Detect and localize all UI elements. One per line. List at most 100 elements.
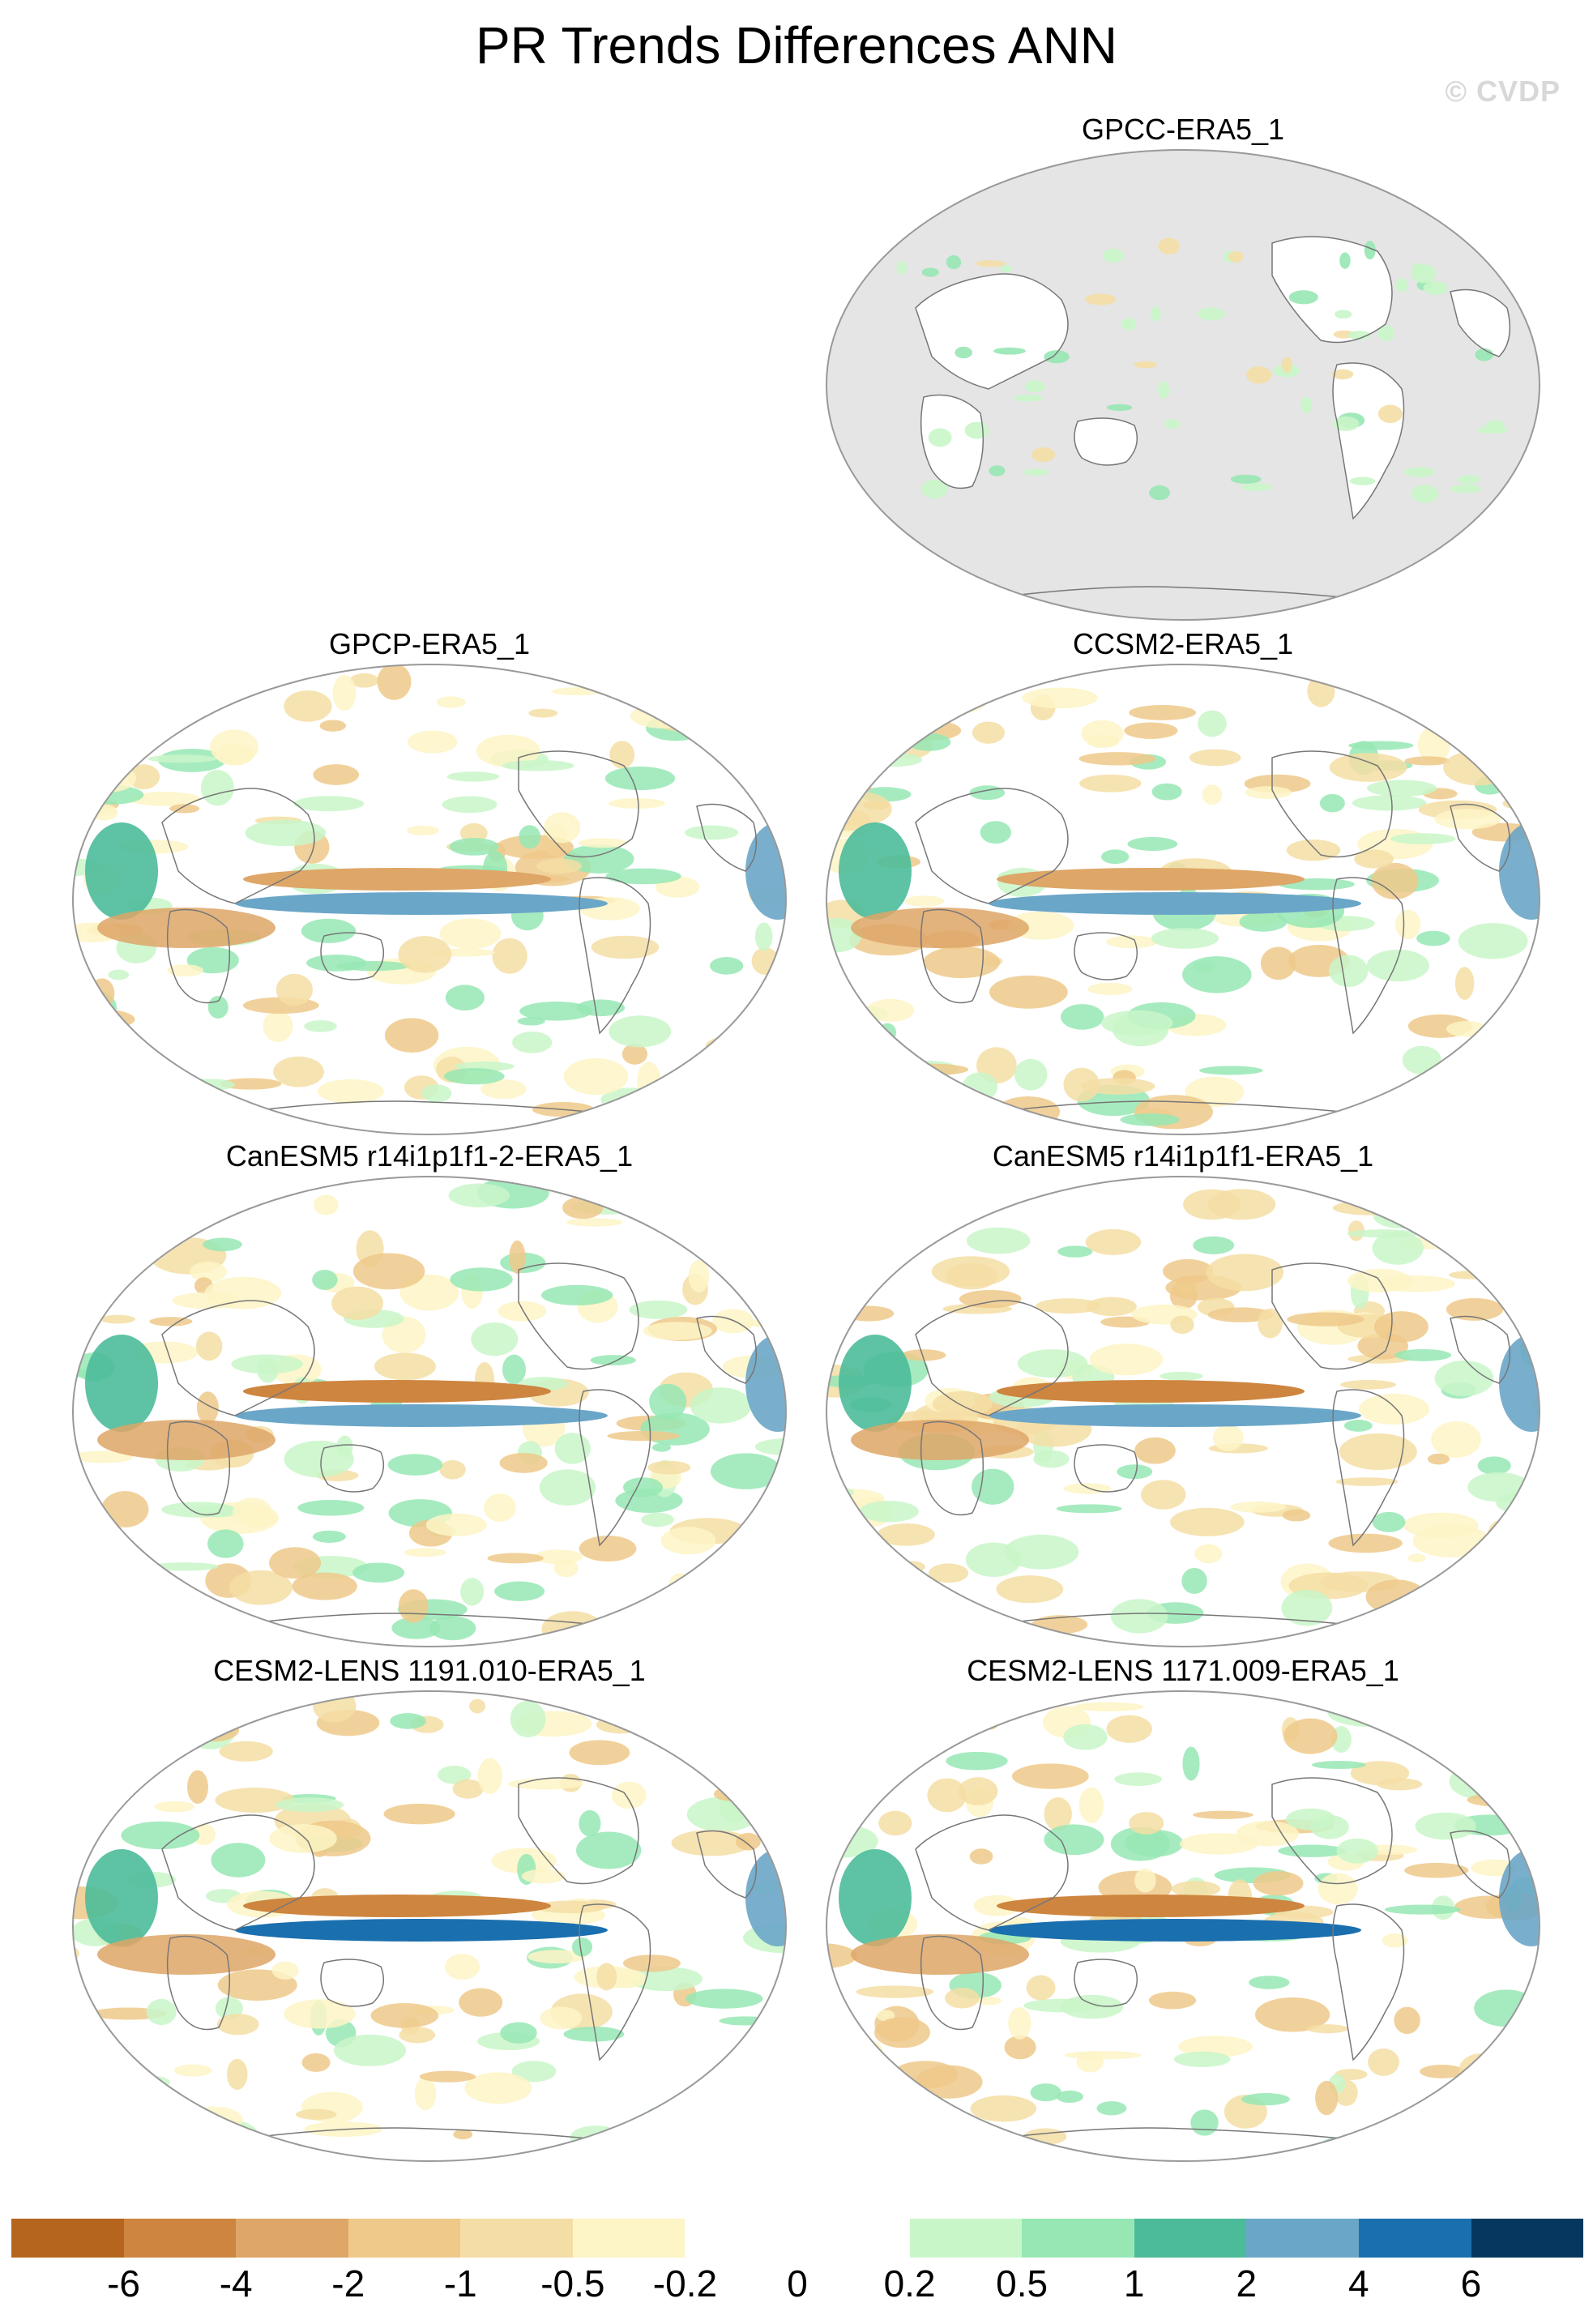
- south-indian-dry: [851, 1420, 1029, 1460]
- precip-blob: [1366, 949, 1429, 982]
- precip-blob: [716, 1726, 753, 1752]
- coastline: [166, 1420, 231, 1516]
- precip-blob: [1236, 1821, 1299, 1847]
- precip-blob: [988, 1199, 1013, 1210]
- robinson-map: [826, 1690, 1540, 2162]
- precip-blob: [958, 1777, 998, 1805]
- precip-blob: [502, 759, 574, 771]
- precip-blob: [1349, 476, 1376, 485]
- precip-blob: [1332, 416, 1360, 431]
- indian-ocean-wet: [839, 1849, 912, 1946]
- coastline: [1074, 417, 1138, 466]
- precip-blob: [719, 2016, 771, 2026]
- precip-blob: [1004, 2035, 1036, 2060]
- precip-blob: [216, 2014, 259, 2036]
- precip-blob: [1458, 475, 1480, 485]
- precip-blob: [668, 1573, 692, 1604]
- precip-blob: [668, 1740, 686, 1749]
- precip-blob: [1377, 404, 1403, 424]
- precip-blob: [1183, 1189, 1241, 1220]
- atlantic-wet: [1499, 1335, 1540, 1432]
- precip-blob: [1412, 1524, 1491, 1557]
- precip-blob: [1260, 946, 1296, 980]
- precip-blob: [1057, 1245, 1093, 1258]
- colorbar-tick-label: 2: [1236, 2262, 1258, 2305]
- map-panel-cesm2-1191: CESM2-LENS 1191.010-ERA5_1: [57, 1653, 802, 2172]
- precip-blob: [751, 708, 786, 742]
- precip-blob: [1063, 1067, 1100, 1102]
- coastline: [1074, 1959, 1138, 2007]
- precip-blob: [1072, 1702, 1144, 1712]
- precip-blob: [622, 1954, 681, 1972]
- precip-blob: [269, 1824, 337, 1853]
- precip-blob: [398, 1589, 429, 1623]
- precip-blob: [643, 1322, 712, 1340]
- precip-blob: [748, 725, 786, 742]
- map-panel-gpcc: GPCC-ERA5_1: [810, 112, 1556, 630]
- precip-blob: [438, 1765, 472, 1784]
- precip-blob: [1423, 280, 1448, 296]
- precip-blob: [754, 1438, 786, 1456]
- colorbar-tick-label: -0.2: [652, 2262, 718, 2305]
- itcz-band-dry: [243, 1895, 551, 1917]
- precip-blob: [1278, 1844, 1347, 1857]
- precip-blob: [384, 1018, 439, 1053]
- colorbar-tick-label: -6: [107, 2262, 141, 2305]
- precip-blob: [1457, 2105, 1480, 2117]
- precip-blob: [683, 690, 718, 700]
- precip-blob: [1474, 1989, 1539, 2027]
- precip-blob: [1228, 251, 1244, 263]
- precip-blob: [878, 1810, 912, 1836]
- precip-blob: [312, 1269, 338, 1290]
- precip-blob: [1311, 1761, 1366, 1770]
- precip-blob: [1404, 1862, 1469, 1878]
- robinson-map: [826, 1176, 1540, 1647]
- precip-blob: [749, 2026, 786, 2043]
- precip-blob: [1171, 1881, 1221, 1898]
- indian-ocean-wet: [85, 1849, 158, 1946]
- precip-blob: [1141, 1480, 1186, 1510]
- precip-blob: [1014, 394, 1044, 402]
- precip-blob: [1182, 956, 1252, 993]
- precip-blob: [908, 733, 951, 751]
- precip-blob: [1044, 1824, 1104, 1856]
- precip-blob: [313, 764, 360, 785]
- precip-blob: [101, 1491, 149, 1528]
- precip-blob: [1081, 720, 1124, 747]
- precip-blob: [226, 2058, 248, 2090]
- atlantic-wet: [745, 822, 786, 920]
- precip-blob: [1199, 1066, 1263, 1075]
- coastline: [320, 1959, 385, 2007]
- precip-blob: [1489, 1040, 1540, 1059]
- precip-blob: [1085, 1228, 1142, 1255]
- coastline: [1332, 1903, 1405, 2061]
- precip-blob: [685, 825, 739, 840]
- precip-blob: [1189, 749, 1241, 767]
- precip-blob: [876, 723, 929, 733]
- precip-blob: [73, 734, 120, 766]
- precip-blob: [73, 1483, 93, 1502]
- precip-blob: [1056, 2090, 1083, 2104]
- precip-blob: [709, 957, 744, 975]
- precip-blob: [74, 1218, 102, 1240]
- precip-blob: [1230, 1501, 1287, 1513]
- precip-blob: [304, 1020, 337, 1032]
- precip-blob: [970, 2095, 1037, 2122]
- precip-blob: [1134, 1437, 1176, 1464]
- precip-blob: [406, 825, 439, 835]
- precip-blob: [104, 2095, 139, 2119]
- precip-blob: [509, 1240, 526, 1274]
- colorbar-swatch: [1246, 2219, 1359, 2258]
- precip-blob: [245, 819, 327, 847]
- precip-blob: [843, 1305, 895, 1322]
- itcz-band-dry: [997, 868, 1305, 891]
- precip-blob: [195, 1331, 223, 1361]
- precip-blob: [1258, 1308, 1283, 1339]
- precip-blob: [190, 1261, 228, 1282]
- precip-blob: [852, 2104, 926, 2117]
- coastline: [1450, 288, 1511, 357]
- precip-blob: [421, 1084, 452, 1103]
- precip-blob: [198, 1100, 251, 1120]
- precip-blob: [1486, 1200, 1520, 1228]
- precip-blob: [1129, 705, 1197, 720]
